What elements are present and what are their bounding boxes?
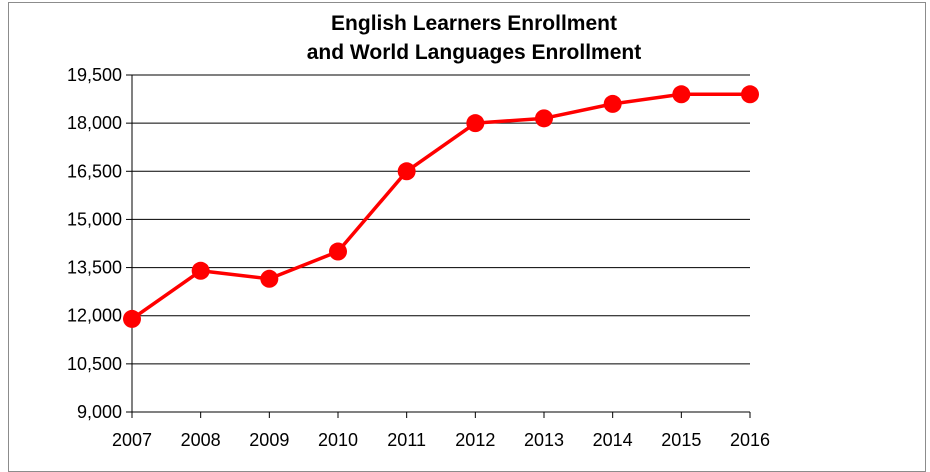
x-tick-label: 2007 <box>112 430 152 450</box>
x-tick-label: 2015 <box>661 430 701 450</box>
data-point <box>603 94 622 113</box>
chart-title-line1: English Learners Enrollment <box>331 12 617 35</box>
y-tick-label: 15,000 <box>67 209 122 229</box>
chart-title-line2: and World Languages Enrollment <box>307 41 641 64</box>
y-tick-label: 16,500 <box>67 161 122 181</box>
x-tick-label: 2010 <box>318 430 358 450</box>
chart-frame <box>8 2 926 472</box>
data-point <box>672 85 691 104</box>
x-tick-label: 2008 <box>181 430 221 450</box>
axes <box>126 74 751 418</box>
data-point <box>329 242 347 261</box>
x-tick-label: 2016 <box>730 430 770 450</box>
data-point <box>741 85 759 104</box>
x-tick-labels: 2007 2008 2009 2010 2011 2012 2013 2014 2015 2016 <box>112 430 770 450</box>
data-point <box>191 261 210 280</box>
x-tick-label: 2013 <box>524 430 564 450</box>
data-point <box>466 114 485 133</box>
y-tick-label: 10,500 <box>67 354 122 374</box>
y-tick-label: 9,000 <box>77 402 122 422</box>
data-point <box>397 162 416 181</box>
data-point <box>123 309 141 328</box>
y-tick-label: 13,500 <box>67 258 122 278</box>
y-tick-label: 18,000 <box>67 113 122 133</box>
x-tick-label: 2014 <box>593 430 633 450</box>
x-tick-label: 2009 <box>249 430 289 450</box>
data-points <box>123 85 759 328</box>
data-point <box>260 269 279 288</box>
gridlines <box>132 74 750 365</box>
series-line-path <box>130 92 750 321</box>
x-tick-label: 2011 <box>387 430 426 450</box>
y-tick-label: 12,000 <box>67 306 122 326</box>
y-tick-label: 19,500 <box>67 65 122 85</box>
data-point <box>535 109 553 128</box>
x-tick-label: 2012 <box>455 430 495 450</box>
series-line <box>130 92 750 321</box>
y-tick-labels: 9,000 10,500 12,000 13,500 15,000 16,500 18,00… <box>67 65 122 422</box>
